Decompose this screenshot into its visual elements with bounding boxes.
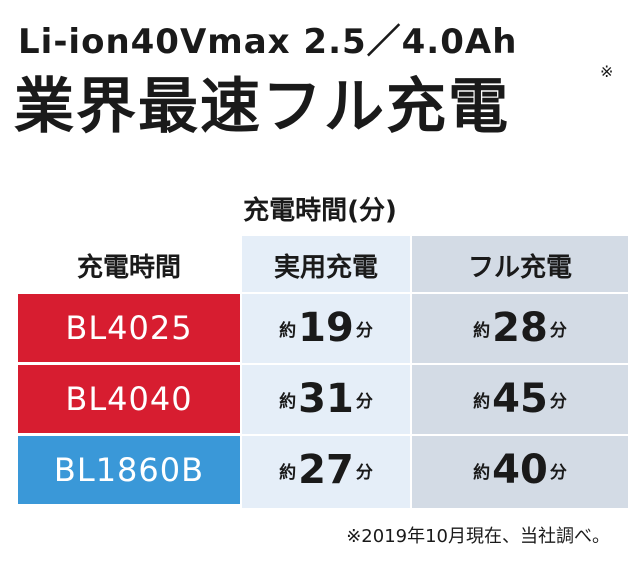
column-bg [412, 236, 628, 508]
row-separator [242, 434, 628, 436]
prefix: 約 [279, 462, 297, 483]
time-value: 28 [492, 305, 548, 351]
time-cell: 約 19 分 [242, 294, 410, 362]
suffix: 分 [549, 320, 567, 341]
time-value: 40 [492, 447, 548, 493]
time-value: 27 [298, 447, 354, 493]
time-value: 19 [298, 305, 354, 351]
column-header: フル充電 [467, 253, 572, 283]
footnote: ※2019年10月現在、当社調べ。 [346, 526, 610, 547]
title-line2: 業界最速フル充電 [14, 72, 510, 142]
model-cell: BL1860B [18, 436, 240, 504]
time-cell: 約 40 分 [412, 436, 628, 504]
suffix: 分 [355, 391, 373, 412]
suffix: 分 [355, 320, 373, 341]
model-cell: BL4040 [18, 365, 240, 433]
suffix: 分 [549, 462, 567, 483]
time-cell: 約 31 分 [242, 365, 410, 433]
prefix: 約 [473, 462, 491, 483]
prefix: 約 [473, 320, 491, 341]
time-cell: 約 45 分 [412, 365, 628, 433]
suffix: 分 [355, 462, 373, 483]
time-cell: 約 27 分 [242, 436, 410, 504]
model-cell: BL4025 [18, 294, 240, 362]
table-caption: 充電時間(分) [243, 196, 397, 226]
prefix: 約 [279, 391, 297, 412]
suffix: 分 [549, 391, 567, 412]
row-separator [242, 292, 628, 294]
column-bg [242, 236, 410, 508]
prefix: 約 [473, 391, 491, 412]
column-header: 実用充電 [273, 253, 378, 283]
time-value: 45 [492, 376, 548, 422]
title-mark: ※ [600, 62, 614, 81]
time-cell: 約 28 分 [412, 294, 628, 362]
time-value: 31 [298, 376, 354, 422]
column-header: 充電時間 [76, 253, 181, 283]
title-line1: Li-ion40Vmax 2.5／4.0Ah [18, 22, 518, 62]
row-separator [242, 363, 628, 365]
prefix: 約 [279, 320, 297, 341]
